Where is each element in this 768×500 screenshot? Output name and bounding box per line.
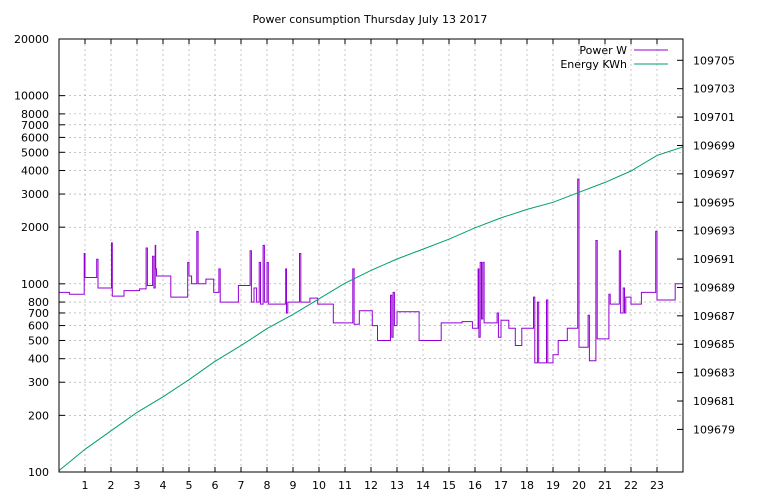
y-tick-label-left: 6000 [21,131,49,144]
x-tick-label: 22 [624,479,638,492]
x-tick-label: 14 [416,479,430,492]
x-tick-label: 13 [390,479,404,492]
x-tick-label: 23 [650,479,664,492]
x-tick-label: 18 [520,479,534,492]
x-tick-label: 3 [134,479,141,492]
y-tick-label-left: 10000 [14,90,49,103]
y-tick-label-left: 800 [28,296,49,309]
y-tick-label-right: 109691 [693,253,735,266]
y-tick-label-right: 109681 [693,395,735,408]
axes: 1 2 3 4 5 6 7 8 9 10 11 12 13 14 15 16 17 18 19 20 21 22 23100… [14,33,735,492]
y-tick-label-left: 400 [28,353,49,366]
y-tick-label-right: 109705 [693,54,735,67]
y-tick-label-left: 100 [28,466,49,479]
power-series-line [59,178,683,364]
y-tick-label-left: 500 [28,334,49,347]
y-tick-label-left: 5000 [21,146,49,159]
legend: Power W Energy KWh [560,44,668,71]
legend-label-energy: Energy KWh [560,58,627,71]
x-tick-label: 9 [290,479,297,492]
legend-label-power: Power W [579,44,627,57]
x-tick-label: 16 [468,479,482,492]
x-tick-label: 4 [160,479,167,492]
x-tick-label: 21 [598,479,612,492]
series-layer [58,146,684,471]
y-tick-label-right: 109685 [693,338,735,351]
x-tick-label: 7 [238,479,245,492]
y-tick-label-right: 109697 [693,168,735,181]
y-tick-label-left: 20000 [14,33,49,46]
x-tick-label: 5 [186,479,193,492]
x-tick-label: 6 [212,479,219,492]
y-tick-label-right: 109703 [693,83,735,96]
y-tick-label-left: 200 [28,409,49,422]
y-tick-label-left: 300 [28,376,49,389]
x-tick-label: 12 [364,479,378,492]
x-tick-label: 19 [546,479,560,492]
x-tick-label: 20 [572,479,586,492]
y-tick-label-left: 8000 [21,108,49,121]
y-tick-label-right: 109701 [693,111,735,124]
x-tick-label: 17 [494,479,508,492]
y-tick-label-right: 109695 [693,196,735,209]
plot-frame [58,38,684,473]
x-tick-label: 10 [312,479,326,492]
y-tick-label-left: 600 [28,320,49,333]
y-tick-label-right: 109689 [693,281,735,294]
y-tick-label-left: 3000 [21,188,49,201]
y-tick-label-left: 4000 [21,165,49,178]
y-tick-label-right: 109693 [693,225,735,238]
x-tick-label: 11 [338,479,352,492]
y-tick-label-left: 1000 [21,278,49,291]
grid [59,39,683,472]
energy-series-line [58,146,684,471]
y-tick-label-left: 7000 [21,119,49,132]
y-tick-label-right: 109679 [693,423,735,436]
y-tick-label-left: 700 [28,307,49,320]
y-tick-label-right: 109699 [693,139,735,152]
x-tick-label: 15 [442,479,456,492]
x-tick-label: 8 [264,479,271,492]
chart-title: Power consumption Thursday July 13 2017 [253,13,488,26]
y-tick-label-left: 2000 [21,221,49,234]
y-tick-label-right: 109687 [693,310,735,323]
x-tick-label: 2 [108,479,115,492]
x-tick-label: 1 [82,479,89,492]
y-tick-label-right: 109683 [693,367,735,380]
